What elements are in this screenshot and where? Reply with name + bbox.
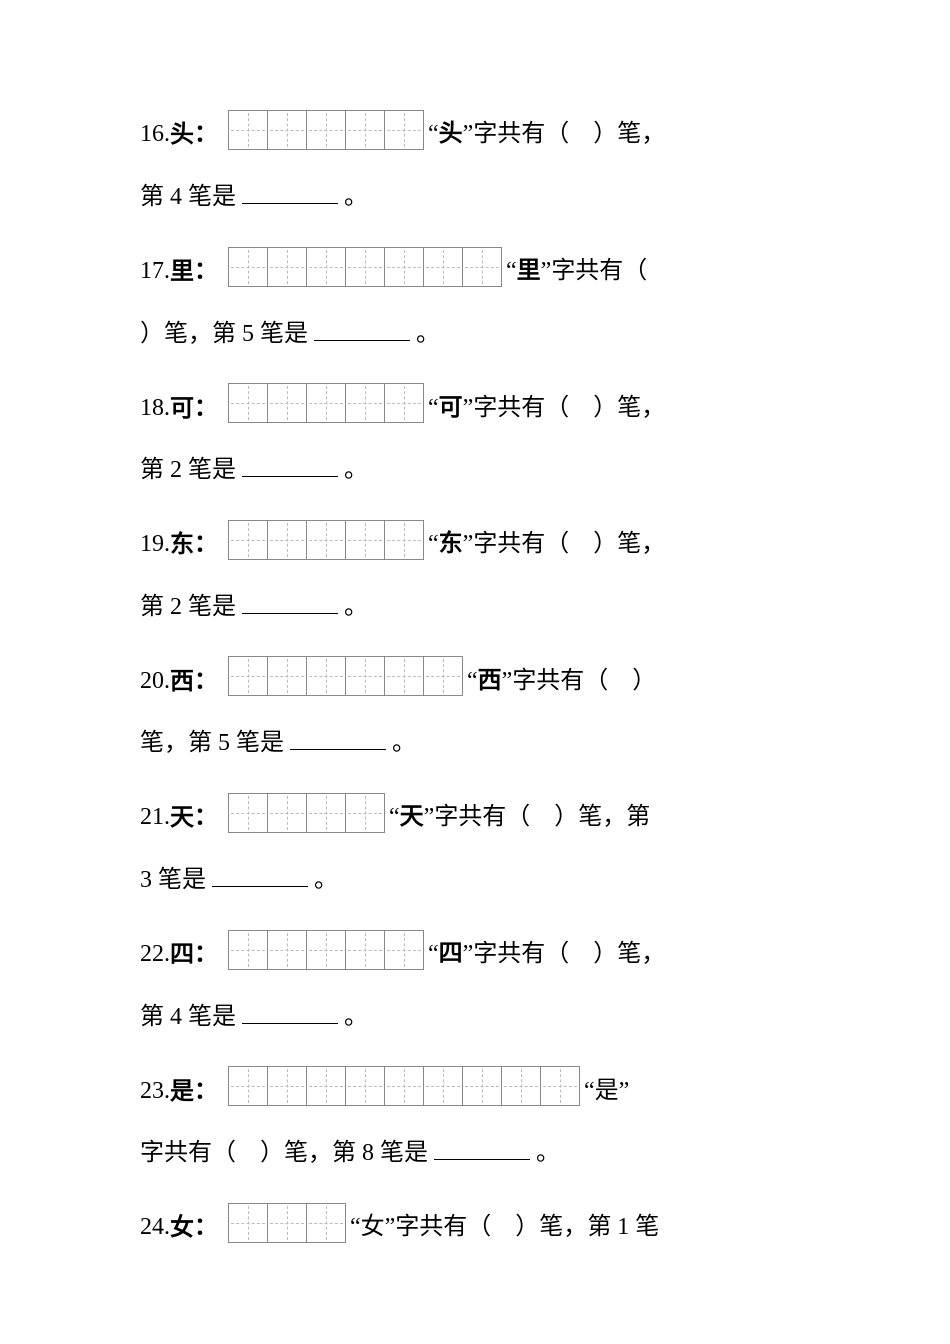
period: 。 bbox=[392, 730, 416, 756]
question-text: “可”字共有（ ）笔， bbox=[428, 391, 665, 426]
period: 。 bbox=[536, 1140, 560, 1166]
stroke-question: 第 2 笔是 bbox=[140, 594, 236, 620]
target-char: 天 bbox=[170, 801, 194, 835]
question-number: 17. bbox=[140, 255, 170, 289]
continuation-line: 第 4 笔是 。 bbox=[140, 180, 820, 215]
continuation-line: 字共有（ ）笔，第 8 笔是 。 bbox=[140, 1136, 820, 1171]
period: 。 bbox=[344, 184, 368, 210]
colon: ： bbox=[194, 118, 218, 152]
question-text: “天”字共有（ ）笔，第 bbox=[389, 800, 650, 835]
answer-blank[interactable] bbox=[314, 317, 410, 341]
target-char: 女 bbox=[170, 1211, 194, 1245]
colon: ： bbox=[194, 255, 218, 289]
question-row: 24. 女 ： “女”字共有（ ）笔，第 1 笔 bbox=[140, 1203, 820, 1245]
writing-boxes[interactable] bbox=[228, 793, 385, 833]
question-row: 18. 可 ： “可”字共有（ ）笔， 第 2 笔是 。 bbox=[140, 383, 820, 488]
question-text: “东”字共有（ ）笔， bbox=[428, 527, 665, 562]
writing-boxes[interactable] bbox=[228, 520, 424, 560]
question-text: “是” bbox=[584, 1075, 629, 1109]
question-row: 19. 东 ： “东”字共有（ ）笔， 第 2 笔是 。 bbox=[140, 520, 820, 625]
target-char: 四 bbox=[170, 938, 194, 972]
question-text: “女”字共有（ ）笔，第 1 笔 bbox=[350, 1211, 659, 1245]
answer-blank[interactable] bbox=[290, 726, 386, 750]
question-row: 20. 西 ： “西”字共有（ ） 笔，第 5 笔是 。 bbox=[140, 656, 820, 761]
writing-boxes[interactable] bbox=[228, 1066, 580, 1106]
stroke-question: 第 4 笔是 bbox=[140, 184, 236, 210]
period: 。 bbox=[344, 457, 368, 483]
question-row: 22. 四 ： “四”字共有（ ）笔， 第 4 笔是 。 bbox=[140, 930, 820, 1035]
target-char: 西 bbox=[170, 665, 194, 699]
continuation-line: 第 2 笔是 。 bbox=[140, 453, 820, 488]
answer-blank[interactable] bbox=[242, 180, 338, 204]
colon: ： bbox=[194, 665, 218, 699]
target-char: 东 bbox=[170, 528, 194, 562]
question-number: 16. bbox=[140, 118, 170, 152]
period: 。 bbox=[314, 867, 338, 893]
question-number: 24. bbox=[140, 1211, 170, 1245]
question-row: 17. 里 ： “里”字共有（ ）笔，第 5 笔是 。 bbox=[140, 247, 820, 352]
writing-boxes[interactable] bbox=[228, 1203, 346, 1243]
question-number: 19. bbox=[140, 528, 170, 562]
stroke-question: 笔，第 5 笔是 bbox=[140, 730, 284, 756]
question-text: “四”字共有（ ）笔， bbox=[428, 937, 665, 972]
question-text: “头”字共有（ ）笔， bbox=[428, 117, 665, 152]
question-number: 23. bbox=[140, 1075, 170, 1109]
worksheet-content: 16. 头 ： “头”字共有（ ）笔， 第 4 笔是 。 17. 里 ： “里”… bbox=[140, 110, 820, 1277]
continuation-line: ）笔，第 5 笔是 。 bbox=[140, 317, 820, 352]
question-number: 18. bbox=[140, 392, 170, 426]
colon: ： bbox=[194, 801, 218, 835]
writing-boxes[interactable] bbox=[228, 383, 424, 423]
colon: ： bbox=[194, 528, 218, 562]
answer-blank[interactable] bbox=[434, 1136, 530, 1160]
stroke-question: 字共有（ ）笔，第 8 笔是 bbox=[140, 1140, 428, 1166]
writing-boxes[interactable] bbox=[228, 930, 424, 970]
continuation-line: 第 4 笔是 。 bbox=[140, 1000, 820, 1035]
stroke-question: 第 2 笔是 bbox=[140, 457, 236, 483]
target-char: 是 bbox=[170, 1075, 194, 1109]
continuation-line: 笔，第 5 笔是 。 bbox=[140, 726, 820, 761]
continuation-line: 3 笔是 。 bbox=[140, 863, 820, 898]
question-row: 23. 是 ： “是” 字共有（ ）笔，第 8 笔是 。 bbox=[140, 1066, 820, 1171]
question-number: 20. bbox=[140, 665, 170, 699]
colon: ： bbox=[194, 938, 218, 972]
writing-boxes[interactable] bbox=[228, 247, 502, 287]
writing-boxes[interactable] bbox=[228, 656, 463, 696]
target-char: 可 bbox=[170, 392, 194, 426]
colon: ： bbox=[194, 1075, 218, 1109]
period: 。 bbox=[344, 1004, 368, 1030]
stroke-question: 第 4 笔是 bbox=[140, 1004, 236, 1030]
period: 。 bbox=[416, 321, 440, 347]
answer-blank[interactable] bbox=[242, 1000, 338, 1024]
question-text: “西”字共有（ ） bbox=[467, 664, 656, 699]
continuation-line: 第 2 笔是 。 bbox=[140, 590, 820, 625]
stroke-question: ）笔，第 5 笔是 bbox=[140, 321, 308, 347]
colon: ： bbox=[194, 1211, 218, 1245]
question-row: 21. 天 ： “天”字共有（ ）笔，第 3 笔是 。 bbox=[140, 793, 820, 898]
answer-blank[interactable] bbox=[242, 590, 338, 614]
stroke-question: 3 笔是 bbox=[140, 867, 206, 893]
target-char: 头 bbox=[170, 118, 194, 152]
question-number: 21. bbox=[140, 801, 170, 835]
answer-blank[interactable] bbox=[242, 453, 338, 477]
period: 。 bbox=[344, 594, 368, 620]
question-number: 22. bbox=[140, 938, 170, 972]
answer-blank[interactable] bbox=[212, 863, 308, 887]
writing-boxes[interactable] bbox=[228, 110, 424, 150]
target-char: 里 bbox=[170, 255, 194, 289]
colon: ： bbox=[194, 392, 218, 426]
question-text: “里”字共有（ bbox=[506, 254, 647, 289]
question-row: 16. 头 ： “头”字共有（ ）笔， 第 4 笔是 。 bbox=[140, 110, 820, 215]
